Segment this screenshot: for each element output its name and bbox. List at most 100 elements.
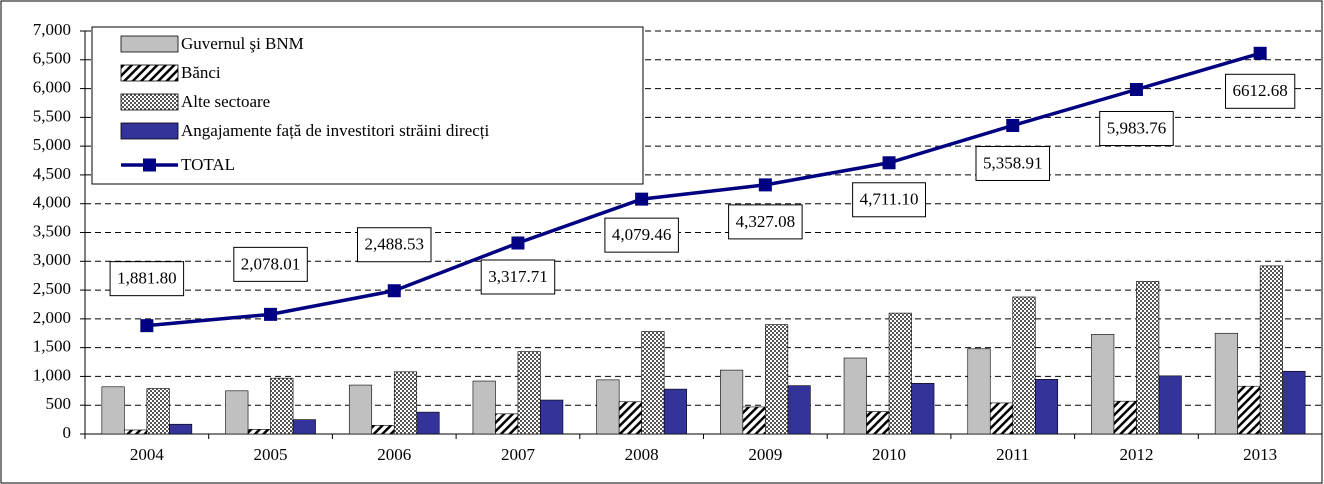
bar bbox=[1282, 370, 1306, 435]
bar bbox=[967, 348, 991, 435]
line-marker bbox=[1129, 83, 1143, 97]
y-tick-label: 0 bbox=[63, 423, 72, 442]
line-marker bbox=[387, 284, 401, 298]
y-tick-label: 2,000 bbox=[33, 308, 71, 327]
data-label-box bbox=[1099, 111, 1174, 147]
data-label-box bbox=[975, 145, 1050, 181]
x-tick-label: 2008 bbox=[625, 445, 659, 464]
data-label: 2,078.01 bbox=[241, 254, 301, 273]
bar bbox=[1091, 334, 1115, 435]
data-label: 5,358.91 bbox=[983, 153, 1043, 172]
y-tick-label: 3,500 bbox=[33, 221, 71, 240]
data-label-box bbox=[480, 259, 556, 295]
bar bbox=[742, 406, 766, 435]
bar bbox=[843, 357, 867, 435]
bar bbox=[1113, 400, 1137, 435]
bar bbox=[1136, 281, 1160, 435]
bar bbox=[270, 377, 294, 435]
data-label: 6612.68 bbox=[1233, 81, 1288, 100]
bar bbox=[146, 388, 170, 435]
x-tick-label: 2010 bbox=[872, 445, 906, 464]
bar bbox=[101, 386, 125, 435]
bar bbox=[1012, 296, 1036, 435]
bar bbox=[371, 425, 395, 435]
legend-marker bbox=[143, 158, 156, 172]
bar bbox=[495, 413, 519, 435]
bar bbox=[989, 402, 1014, 435]
legend-swatch bbox=[120, 93, 179, 111]
legend-label: Angajamente față de investitori străini … bbox=[181, 121, 490, 140]
y-tick-label: 2,500 bbox=[33, 279, 71, 298]
line-marker bbox=[758, 178, 772, 192]
bar bbox=[641, 331, 665, 435]
bar bbox=[911, 383, 935, 435]
data-label: 1,881.80 bbox=[117, 269, 177, 288]
y-tick-label: 1,000 bbox=[33, 365, 71, 384]
line-marker bbox=[1253, 46, 1267, 60]
y-tick-label: 7,000 bbox=[33, 20, 71, 39]
legend-label: TOTAL bbox=[181, 155, 235, 174]
data-label-box bbox=[1225, 73, 1296, 109]
y-tick-label: 4,000 bbox=[33, 193, 71, 212]
bar bbox=[596, 379, 620, 435]
data-label-box bbox=[728, 204, 803, 240]
line-marker bbox=[264, 307, 278, 321]
legend-label: Alte sectoare bbox=[181, 92, 270, 111]
bar bbox=[663, 388, 687, 435]
data-label: 5,983.76 bbox=[1107, 118, 1167, 137]
data-label: 2,488.53 bbox=[365, 235, 425, 254]
bar bbox=[787, 385, 811, 435]
bar bbox=[765, 324, 789, 435]
x-tick-label: 2009 bbox=[748, 445, 782, 464]
bar bbox=[247, 429, 271, 435]
line-marker bbox=[511, 236, 525, 250]
data-label: 4,711.10 bbox=[860, 190, 919, 209]
bar bbox=[1237, 385, 1261, 435]
bar bbox=[472, 380, 496, 435]
line-marker bbox=[140, 319, 154, 333]
legend-swatch bbox=[120, 35, 179, 53]
bar bbox=[292, 419, 316, 435]
x-tick-label: 2004 bbox=[130, 445, 165, 464]
bar bbox=[866, 411, 890, 435]
legend-label: Bănci bbox=[181, 63, 221, 82]
y-tick-label: 6,000 bbox=[33, 77, 71, 96]
x-tick-label: 2011 bbox=[996, 445, 1029, 464]
line-marker bbox=[1006, 118, 1020, 132]
legend-swatch bbox=[120, 122, 179, 140]
x-tick-label: 2006 bbox=[377, 445, 411, 464]
bar bbox=[124, 429, 148, 435]
bar bbox=[888, 312, 912, 435]
x-tick-label: 2013 bbox=[1243, 445, 1277, 464]
y-tick-label: 1,500 bbox=[33, 337, 71, 356]
bar bbox=[225, 390, 249, 435]
data-label-box bbox=[604, 217, 679, 253]
y-tick-label: 4,500 bbox=[33, 164, 71, 183]
line-marker bbox=[635, 192, 649, 206]
bar bbox=[348, 384, 373, 435]
bar bbox=[517, 351, 541, 435]
x-tick-label: 2012 bbox=[1119, 445, 1153, 464]
y-tick-label: 5,000 bbox=[33, 135, 71, 154]
bar bbox=[169, 423, 193, 435]
legend: Guvernul şi BNM Bănci Alte sectoare Angajam… bbox=[91, 26, 644, 185]
bar bbox=[720, 369, 744, 435]
y-tick-label: 6,500 bbox=[33, 49, 71, 68]
data-label-box bbox=[233, 246, 308, 282]
bar bbox=[416, 411, 440, 435]
bar bbox=[540, 399, 564, 435]
bar bbox=[1214, 332, 1238, 435]
bar bbox=[1034, 379, 1059, 435]
data-label-box bbox=[852, 182, 926, 218]
y-tick-label: 3,000 bbox=[33, 250, 71, 269]
legend-box bbox=[91, 26, 644, 185]
bar bbox=[618, 401, 642, 435]
data-label: 4,079.46 bbox=[612, 225, 672, 244]
total-line bbox=[146, 51, 1261, 328]
y-tick-label: 500 bbox=[46, 394, 72, 413]
bar bbox=[1158, 375, 1182, 435]
x-tick-label: 2005 bbox=[254, 445, 288, 464]
bar bbox=[1259, 265, 1283, 435]
